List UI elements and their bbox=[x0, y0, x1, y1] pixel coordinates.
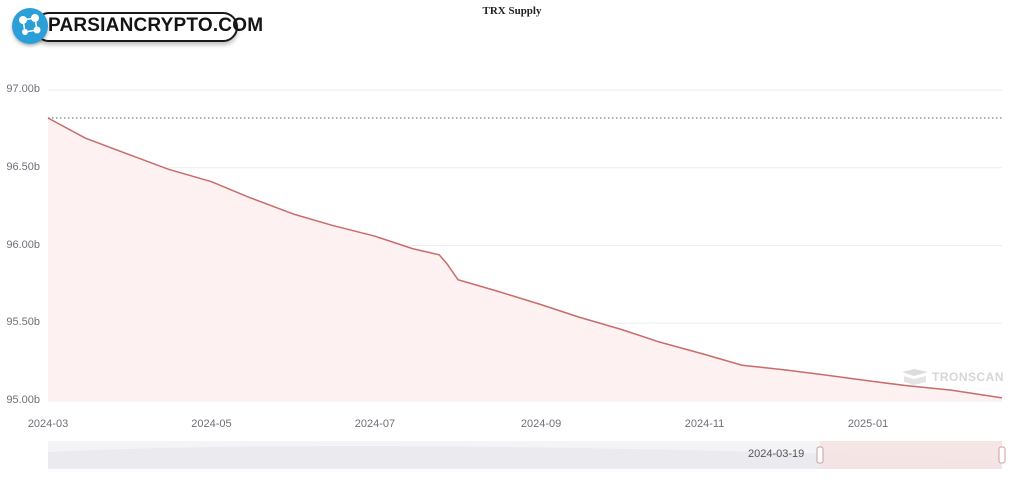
y-tick-label: 95.50b bbox=[6, 316, 40, 329]
zoom-start-label: 2024-03-19 bbox=[748, 448, 805, 460]
series-area bbox=[48, 118, 1002, 401]
tronscan-logo-icon bbox=[902, 369, 928, 385]
tronscan-watermark: TRONSCAN bbox=[900, 368, 1004, 386]
logo-pill bbox=[34, 12, 238, 42]
x-tick-label: 2024-09 bbox=[520, 418, 562, 430]
zoom-window[interactable] bbox=[820, 441, 1002, 469]
x-tick-label: 2025-01 bbox=[847, 418, 889, 430]
zoom-handle-right[interactable] bbox=[998, 446, 1006, 464]
y-tick-label: 96.00b bbox=[6, 238, 40, 251]
x-tick-label: 2024-07 bbox=[354, 418, 396, 430]
logo-text: PARSIANCRYPTO.COM bbox=[48, 15, 264, 36]
x-tick-label: 2024-05 bbox=[191, 418, 232, 430]
logo: PARSIANCRYPTO.COM bbox=[12, 8, 263, 44]
y-tick-label: 95.00b bbox=[6, 394, 40, 406]
y-tick-label: 96.50b bbox=[6, 160, 40, 173]
x-tick-label: 2024-11 bbox=[684, 418, 725, 430]
zoom-handle-left[interactable] bbox=[816, 446, 824, 464]
series-line bbox=[47, 117, 1003, 399]
zoom-preview bbox=[48, 446, 1002, 469]
logo-emblem-icon bbox=[12, 8, 48, 44]
y-tick-label: 97.00b bbox=[6, 83, 40, 95]
x-tick-label: 2024-03 bbox=[27, 418, 69, 430]
watermark-text: TRONSCAN bbox=[932, 370, 1004, 384]
chart-title: TRX Supply bbox=[482, 5, 542, 17]
